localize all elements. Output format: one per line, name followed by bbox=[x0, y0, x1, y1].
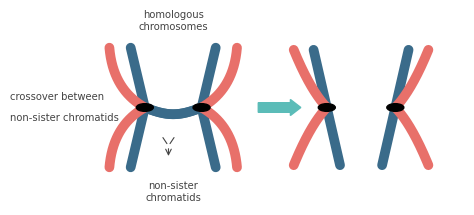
Text: non-sister
chromatids: non-sister chromatids bbox=[145, 181, 201, 203]
Text: homologous
chromosomes: homologous chromosomes bbox=[138, 10, 208, 32]
Circle shape bbox=[318, 104, 335, 111]
Circle shape bbox=[137, 104, 154, 111]
Text: crossover between: crossover between bbox=[10, 92, 104, 102]
Circle shape bbox=[387, 104, 404, 111]
Text: non-sister chromatids: non-sister chromatids bbox=[10, 113, 119, 123]
FancyArrow shape bbox=[258, 100, 301, 115]
Circle shape bbox=[193, 104, 210, 111]
